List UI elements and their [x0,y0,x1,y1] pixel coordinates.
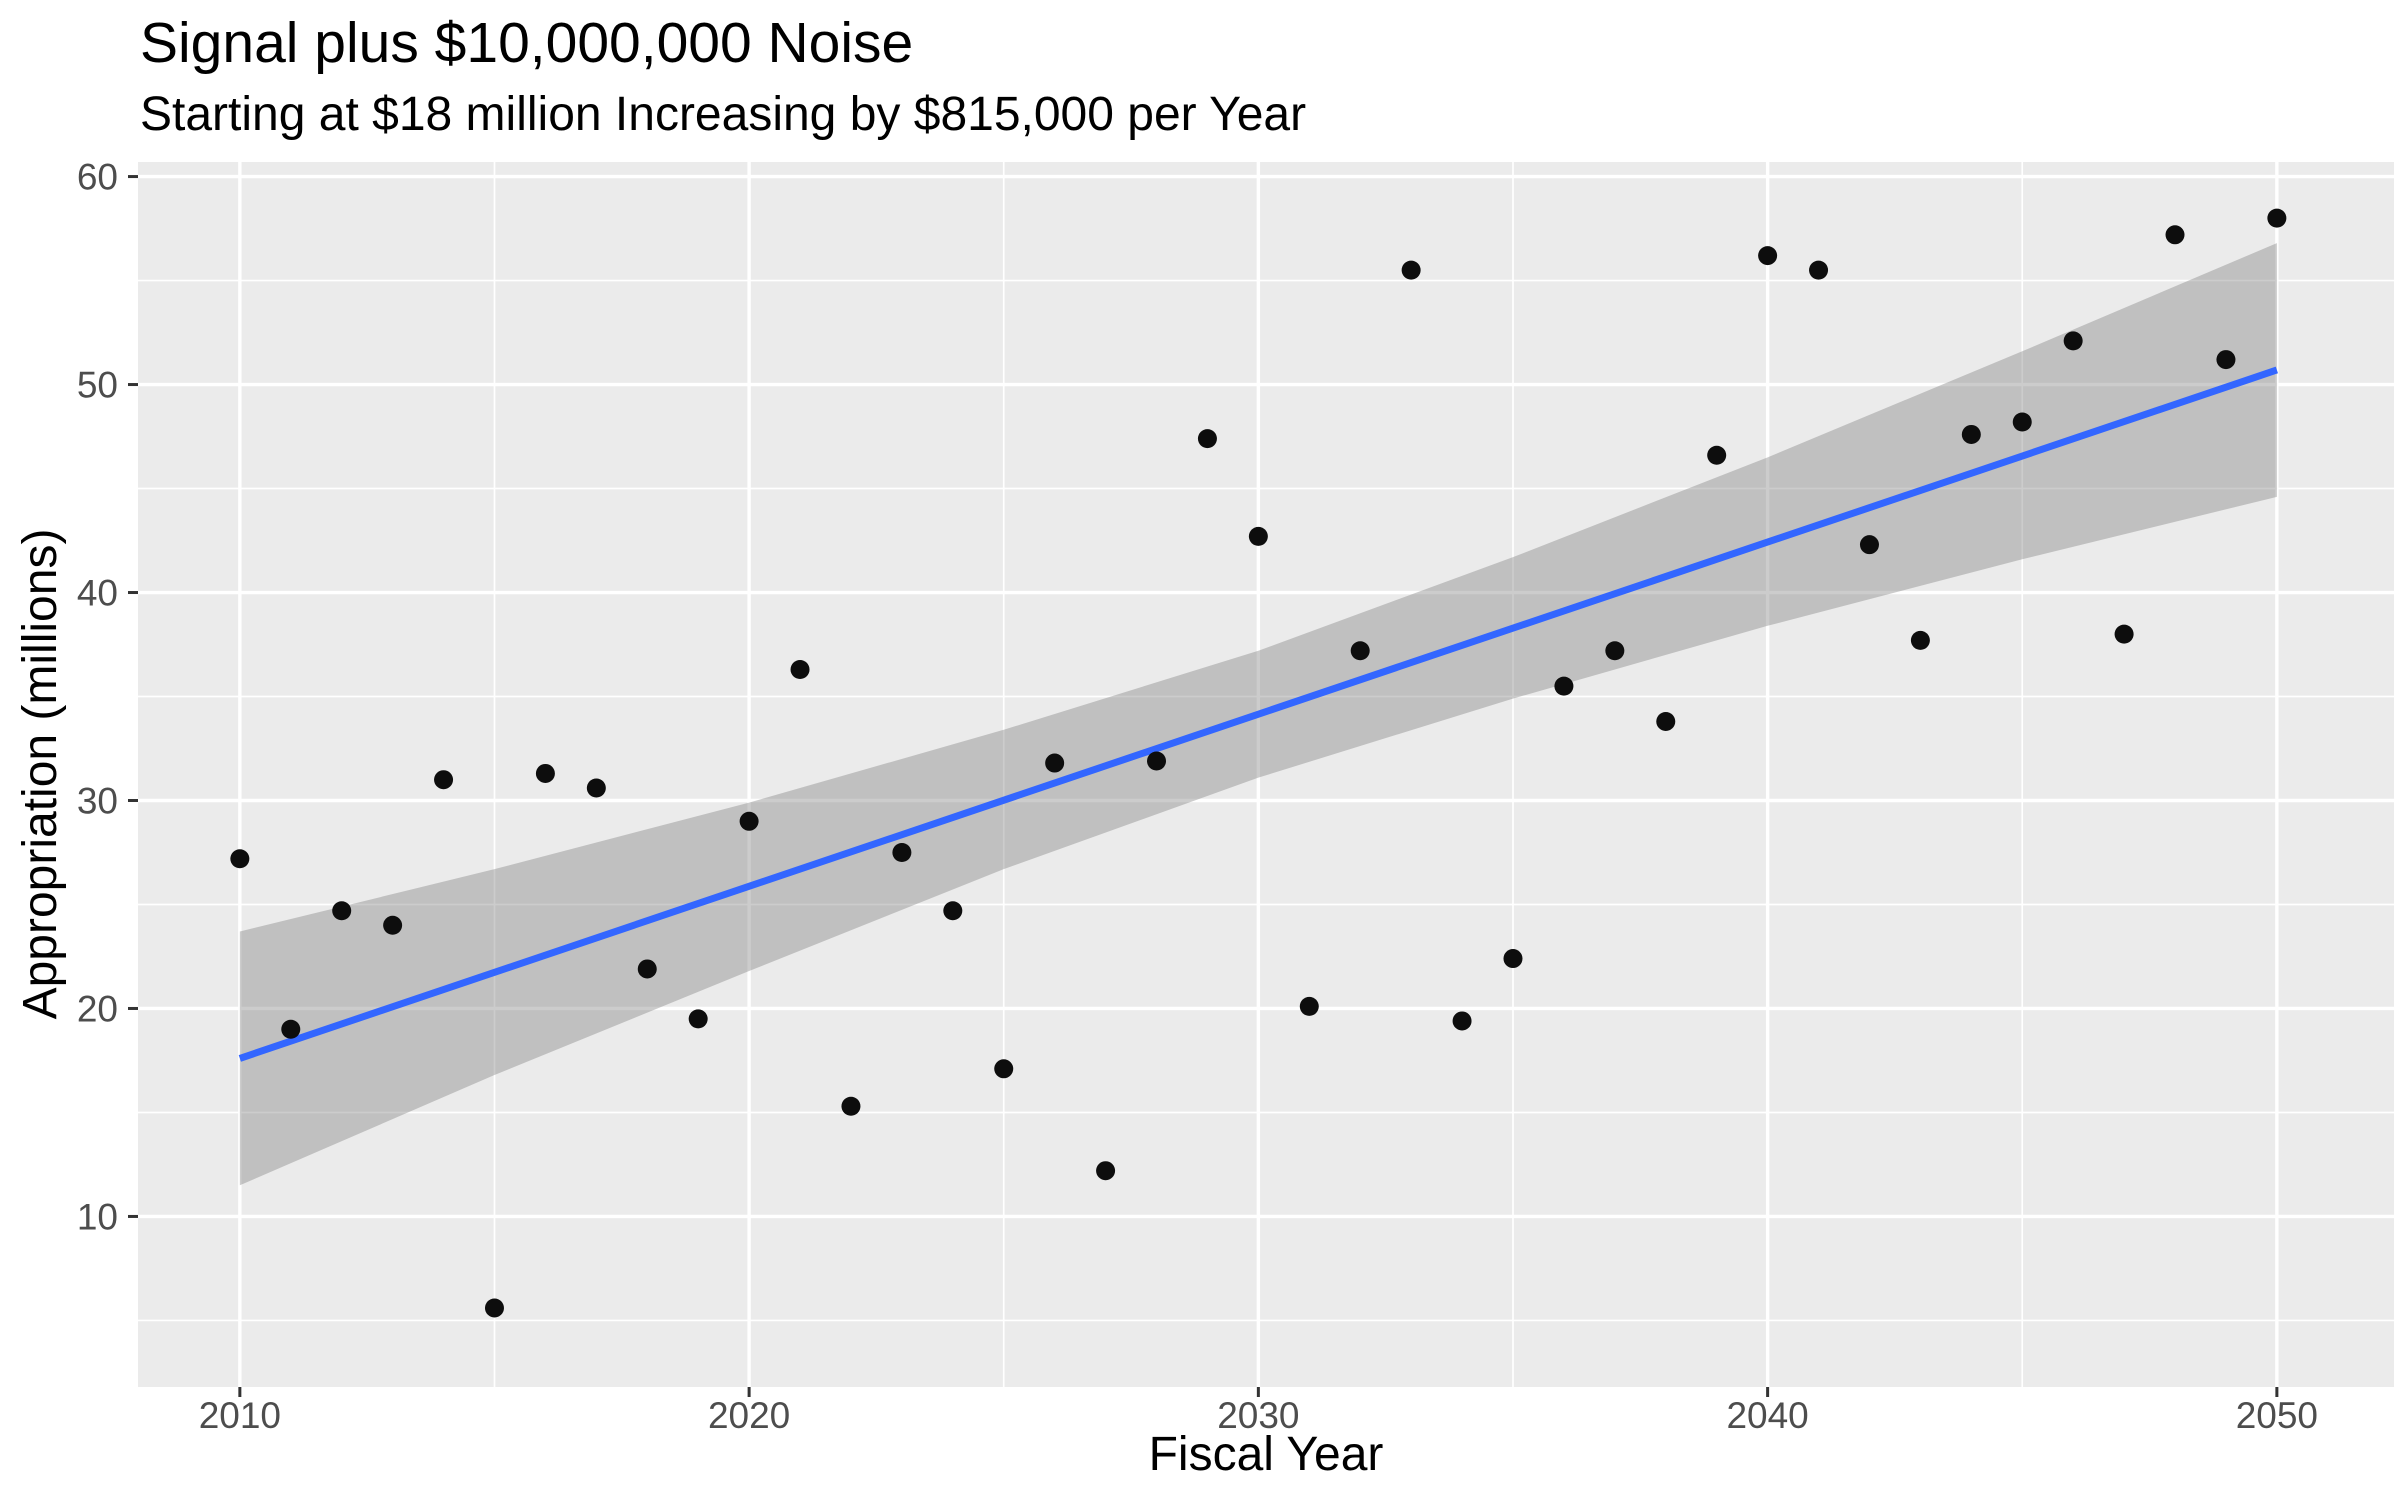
y-tick-label: 40 [77,573,118,614]
x-tick-label: 2050 [2236,1395,2318,1436]
data-point [1248,526,1268,546]
data-point [2063,331,2083,351]
data-point [1910,630,1930,650]
data-point [1197,429,1217,449]
data-point [1299,996,1319,1016]
x-tick-label: 2030 [1217,1395,1299,1436]
data-point [1452,1011,1472,1031]
data-point [1147,751,1167,771]
data-point [1656,711,1676,731]
data-point [1758,246,1778,266]
data-point [1809,260,1829,280]
data-point [1859,535,1879,555]
data-point-layer [230,208,2287,1318]
plot-panel [138,162,2394,1387]
x-tick-label: 2010 [199,1395,281,1436]
axis-tick-layer [128,175,2279,1397]
data-point [383,915,403,935]
y-tick-label: 10 [77,1196,118,1237]
data-point [2114,624,2134,644]
data-point [1401,260,1421,280]
data-point [739,811,759,831]
data-point [586,778,606,798]
x-tick-label: 2040 [1726,1395,1808,1436]
data-point [2267,208,2287,228]
data-point [1605,641,1625,661]
data-point [688,1009,708,1029]
data-point [434,770,454,790]
data-point [1045,753,1065,773]
data-point [943,901,963,921]
data-point [1096,1161,1116,1181]
data-point [790,659,810,679]
y-tick-label: 30 [77,780,118,821]
plot-title: Signal plus $10,000,000 Noise [140,11,913,75]
data-point [281,1019,301,1039]
data-point [332,901,352,921]
x-tick-label: 2020 [708,1395,790,1436]
data-point [1961,424,1981,444]
data-point [637,959,657,979]
y-tick-label: 50 [77,365,118,406]
data-point [2165,225,2185,245]
data-point [994,1059,1014,1079]
data-point [1554,676,1574,696]
data-point [484,1298,504,1318]
y-axis-title: Appropriation (millions) [14,529,67,1020]
data-point [1707,445,1727,465]
data-point [892,842,912,862]
plot-subtitle: Starting at $18 million Increasing by $8… [140,88,1306,141]
data-point [2012,412,2032,432]
data-point [1350,641,1370,661]
data-point [230,849,250,869]
x-axis-title: Fiscal Year [1149,1428,1384,1481]
data-point [841,1096,861,1116]
y-tick-label: 20 [77,988,118,1029]
trend-line-layer [238,366,2278,1062]
minor-gridlines [138,162,2394,1387]
data-point [1503,949,1523,969]
data-point [535,763,555,783]
y-tick-label: 60 [77,157,118,198]
trend-line [238,366,2278,1062]
data-point [2216,350,2236,370]
major-gridlines [138,162,2394,1387]
